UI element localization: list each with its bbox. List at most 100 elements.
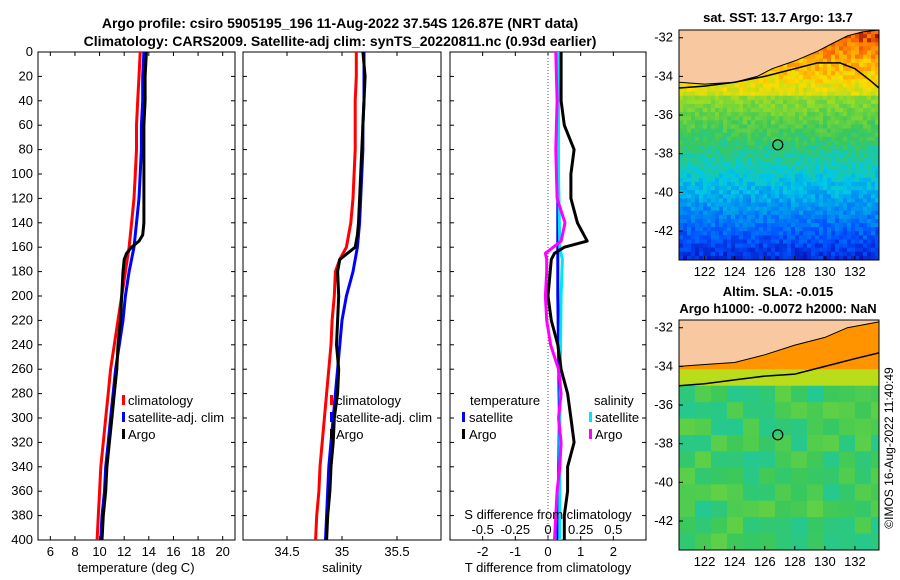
map-cell bbox=[855, 186, 860, 191]
depth-tick-label: 0 bbox=[26, 44, 33, 59]
legend-swatch-climatology bbox=[330, 395, 333, 405]
map-cell bbox=[807, 198, 812, 203]
map-cell bbox=[767, 165, 772, 171]
map-cell bbox=[827, 439, 832, 444]
map-cell bbox=[815, 447, 820, 452]
map-cell bbox=[815, 459, 820, 465]
map-cell bbox=[771, 227, 776, 232]
map-cell bbox=[747, 112, 752, 117]
map-cell bbox=[827, 124, 832, 129]
map-cell bbox=[703, 95, 708, 101]
map-cell bbox=[855, 328, 860, 333]
map-cell bbox=[771, 463, 776, 469]
map-cell bbox=[855, 348, 860, 354]
map-cell bbox=[863, 116, 868, 121]
map-cell bbox=[799, 103, 804, 109]
map-cell bbox=[867, 194, 872, 199]
map-cell bbox=[827, 406, 832, 411]
map-cell bbox=[795, 414, 800, 419]
map-cell bbox=[831, 340, 836, 346]
map-cell bbox=[723, 194, 728, 199]
map-cell bbox=[723, 181, 728, 187]
map-cell bbox=[843, 393, 848, 399]
map-cell bbox=[827, 227, 832, 232]
map-cell bbox=[815, 214, 820, 220]
map-cell bbox=[799, 447, 804, 452]
map-cell bbox=[875, 218, 879, 224]
map-cell bbox=[811, 136, 816, 142]
map-cell bbox=[763, 140, 768, 146]
map-cell bbox=[687, 251, 692, 257]
map-cell bbox=[875, 243, 879, 249]
map-cell bbox=[731, 365, 736, 370]
map-cell bbox=[855, 116, 860, 121]
map-cell bbox=[823, 128, 828, 134]
map-cell bbox=[863, 177, 868, 183]
map-cell bbox=[755, 87, 760, 93]
map-cell bbox=[815, 435, 820, 440]
map-cell bbox=[731, 369, 736, 374]
map-cell bbox=[843, 356, 848, 362]
map-cell bbox=[871, 398, 876, 403]
map-cell bbox=[819, 422, 824, 428]
map-cell bbox=[867, 227, 872, 232]
map-cell bbox=[843, 377, 848, 383]
map-cell bbox=[871, 235, 876, 240]
map-cell bbox=[839, 439, 844, 444]
map-cell bbox=[711, 435, 716, 440]
map-cell bbox=[687, 83, 692, 88]
map-cell bbox=[807, 352, 812, 358]
map-cell bbox=[851, 124, 856, 129]
map-cell bbox=[763, 181, 768, 187]
map-cell bbox=[863, 255, 868, 260]
map-cell bbox=[827, 467, 832, 473]
map-cell bbox=[819, 194, 824, 199]
map-cell bbox=[687, 231, 692, 236]
map-cell bbox=[735, 247, 740, 253]
map-cell bbox=[691, 83, 696, 88]
map-cell bbox=[771, 218, 776, 224]
map-cell bbox=[707, 439, 712, 444]
map-cell bbox=[859, 381, 864, 387]
map-cell bbox=[815, 128, 820, 134]
map-cell bbox=[783, 439, 788, 444]
map-cell bbox=[823, 218, 828, 224]
map-cell bbox=[799, 83, 804, 88]
map-cell bbox=[771, 190, 776, 195]
map-cell bbox=[687, 157, 692, 162]
map-cell bbox=[807, 455, 812, 461]
map-cell bbox=[875, 389, 879, 395]
map-cell bbox=[707, 108, 712, 113]
map-cell bbox=[695, 153, 700, 158]
map-cell bbox=[855, 344, 860, 350]
map-cell bbox=[735, 402, 740, 407]
map-cell bbox=[715, 202, 720, 208]
map-cell bbox=[839, 247, 844, 253]
map-cell bbox=[871, 223, 876, 228]
map-lat-label: -42 bbox=[654, 223, 673, 238]
map-cell bbox=[815, 410, 820, 415]
map-cell bbox=[831, 348, 836, 354]
map-cell bbox=[719, 435, 724, 440]
map-cell bbox=[839, 231, 844, 236]
map-cell bbox=[767, 381, 772, 387]
map-cell bbox=[731, 108, 736, 113]
map-cell bbox=[843, 161, 848, 166]
map-cell bbox=[783, 62, 788, 68]
map-cell bbox=[843, 227, 848, 232]
map-cell bbox=[747, 218, 752, 224]
map-cell bbox=[819, 340, 824, 346]
map-cell bbox=[727, 206, 732, 212]
map-cell bbox=[723, 116, 728, 121]
map-cell bbox=[703, 443, 708, 448]
map-cell bbox=[795, 348, 800, 354]
map-cell bbox=[735, 471, 740, 477]
map-cell bbox=[811, 186, 816, 191]
map-cell bbox=[683, 140, 688, 146]
map-cell bbox=[819, 116, 824, 121]
map-cell bbox=[867, 418, 872, 424]
map-cell bbox=[715, 467, 720, 473]
map-cell bbox=[787, 169, 792, 175]
map-cell bbox=[775, 410, 780, 415]
